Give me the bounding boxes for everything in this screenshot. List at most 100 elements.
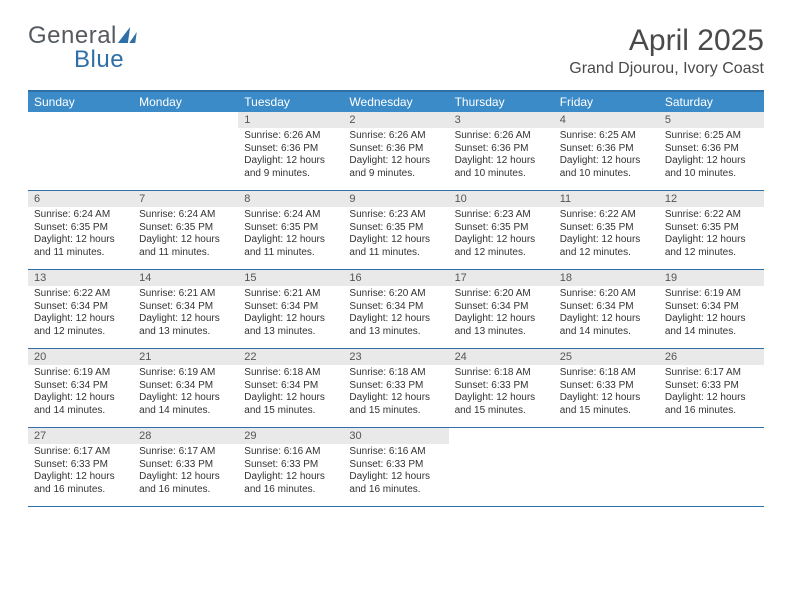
sunrise-text: Sunrise: 6:20 AM xyxy=(560,288,653,301)
calendar-cell: 6Sunrise: 6:24 AMSunset: 6:35 PMDaylight… xyxy=(28,191,133,269)
cell-body: Sunrise: 6:23 AMSunset: 6:35 PMDaylight:… xyxy=(449,207,554,263)
logo-text-left: General xyxy=(28,22,117,49)
day-number: 27 xyxy=(28,428,133,444)
calendar-cell: 1Sunrise: 6:26 AMSunset: 6:36 PMDaylight… xyxy=(238,112,343,190)
cell-body: Sunrise: 6:18 AMSunset: 6:33 PMDaylight:… xyxy=(554,365,659,421)
sunrise-text: Sunrise: 6:17 AM xyxy=(665,367,758,380)
cell-body: Sunrise: 6:17 AMSunset: 6:33 PMDaylight:… xyxy=(133,444,238,500)
sunset-text: Sunset: 6:36 PM xyxy=(349,143,442,156)
sunrise-text: Sunrise: 6:21 AM xyxy=(244,288,337,301)
daylight-text: Daylight: 12 hours and 13 minutes. xyxy=(139,313,232,338)
title-block: April 2025 Grand Djourou, Ivory Coast xyxy=(569,24,764,78)
cell-body: Sunrise: 6:21 AMSunset: 6:34 PMDaylight:… xyxy=(133,286,238,342)
daylight-text: Daylight: 12 hours and 12 minutes. xyxy=(665,234,758,259)
sunrise-text: Sunrise: 6:26 AM xyxy=(349,130,442,143)
sunset-text: Sunset: 6:33 PM xyxy=(349,380,442,393)
calendar-cell: 23Sunrise: 6:18 AMSunset: 6:33 PMDayligh… xyxy=(343,349,448,427)
sunset-text: Sunset: 6:35 PM xyxy=(455,222,548,235)
cell-body xyxy=(133,128,238,134)
cell-body: Sunrise: 6:24 AMSunset: 6:35 PMDaylight:… xyxy=(133,207,238,263)
sunrise-text: Sunrise: 6:19 AM xyxy=(139,367,232,380)
day-number xyxy=(449,428,554,444)
sunrise-text: Sunrise: 6:22 AM xyxy=(34,288,127,301)
calendar-cell: 13Sunrise: 6:22 AMSunset: 6:34 PMDayligh… xyxy=(28,270,133,348)
sunset-text: Sunset: 6:33 PM xyxy=(139,459,232,472)
sunrise-text: Sunrise: 6:16 AM xyxy=(349,446,442,459)
week-row: 27Sunrise: 6:17 AMSunset: 6:33 PMDayligh… xyxy=(28,428,764,507)
daylight-text: Daylight: 12 hours and 14 minutes. xyxy=(34,392,127,417)
sunset-text: Sunset: 6:35 PM xyxy=(34,222,127,235)
sunset-text: Sunset: 6:35 PM xyxy=(665,222,758,235)
cell-body xyxy=(28,128,133,134)
sunset-text: Sunset: 6:36 PM xyxy=(560,143,653,156)
daylight-text: Daylight: 12 hours and 13 minutes. xyxy=(455,313,548,338)
weekday-label: Monday xyxy=(133,92,238,112)
daylight-text: Daylight: 12 hours and 15 minutes. xyxy=(244,392,337,417)
sunset-text: Sunset: 6:33 PM xyxy=(665,380,758,393)
sunset-text: Sunset: 6:34 PM xyxy=(244,380,337,393)
daylight-text: Daylight: 12 hours and 14 minutes. xyxy=(665,313,758,338)
sunset-text: Sunset: 6:33 PM xyxy=(560,380,653,393)
sunset-text: Sunset: 6:34 PM xyxy=(34,301,127,314)
day-number: 18 xyxy=(554,270,659,286)
sunrise-text: Sunrise: 6:26 AM xyxy=(244,130,337,143)
location-subtitle: Grand Djourou, Ivory Coast xyxy=(569,60,764,78)
calendar-cell: 5Sunrise: 6:25 AMSunset: 6:36 PMDaylight… xyxy=(659,112,764,190)
weekday-label: Thursday xyxy=(449,92,554,112)
logo-sail-icon xyxy=(118,27,130,43)
sunrise-text: Sunrise: 6:25 AM xyxy=(665,130,758,143)
cell-body: Sunrise: 6:18 AMSunset: 6:33 PMDaylight:… xyxy=(343,365,448,421)
weekday-label: Friday xyxy=(554,92,659,112)
day-number: 12 xyxy=(659,191,764,207)
daylight-text: Daylight: 12 hours and 9 minutes. xyxy=(244,155,337,180)
calendar-cell: 3Sunrise: 6:26 AMSunset: 6:36 PMDaylight… xyxy=(449,112,554,190)
calendar-cell xyxy=(449,428,554,506)
calendar-cell: 4Sunrise: 6:25 AMSunset: 6:36 PMDaylight… xyxy=(554,112,659,190)
day-number: 30 xyxy=(343,428,448,444)
cell-body: Sunrise: 6:26 AMSunset: 6:36 PMDaylight:… xyxy=(449,128,554,184)
sunrise-text: Sunrise: 6:22 AM xyxy=(560,209,653,222)
cell-body: Sunrise: 6:19 AMSunset: 6:34 PMDaylight:… xyxy=(28,365,133,421)
cell-body: Sunrise: 6:18 AMSunset: 6:33 PMDaylight:… xyxy=(449,365,554,421)
sunset-text: Sunset: 6:35 PM xyxy=(349,222,442,235)
calendar-cell: 11Sunrise: 6:22 AMSunset: 6:35 PMDayligh… xyxy=(554,191,659,269)
weekday-header-row: Sunday Monday Tuesday Wednesday Thursday… xyxy=(28,92,764,112)
calendar-cell: 28Sunrise: 6:17 AMSunset: 6:33 PMDayligh… xyxy=(133,428,238,506)
cell-body: Sunrise: 6:26 AMSunset: 6:36 PMDaylight:… xyxy=(238,128,343,184)
calendar-cell: 10Sunrise: 6:23 AMSunset: 6:35 PMDayligh… xyxy=(449,191,554,269)
day-number: 6 xyxy=(28,191,133,207)
sunrise-text: Sunrise: 6:19 AM xyxy=(665,288,758,301)
day-number: 3 xyxy=(449,112,554,128)
calendar-cell: 12Sunrise: 6:22 AMSunset: 6:35 PMDayligh… xyxy=(659,191,764,269)
daylight-text: Daylight: 12 hours and 15 minutes. xyxy=(560,392,653,417)
day-number: 21 xyxy=(133,349,238,365)
sunrise-text: Sunrise: 6:17 AM xyxy=(34,446,127,459)
calendar-cell: 16Sunrise: 6:20 AMSunset: 6:34 PMDayligh… xyxy=(343,270,448,348)
month-title: April 2025 xyxy=(569,24,764,58)
cell-body: Sunrise: 6:16 AMSunset: 6:33 PMDaylight:… xyxy=(343,444,448,500)
day-number: 11 xyxy=(554,191,659,207)
sunrise-text: Sunrise: 6:18 AM xyxy=(349,367,442,380)
sunset-text: Sunset: 6:36 PM xyxy=(455,143,548,156)
day-number: 24 xyxy=(449,349,554,365)
calendar-cell: 21Sunrise: 6:19 AMSunset: 6:34 PMDayligh… xyxy=(133,349,238,427)
daylight-text: Daylight: 12 hours and 16 minutes. xyxy=(34,471,127,496)
day-number: 4 xyxy=(554,112,659,128)
calendar-cell: 8Sunrise: 6:24 AMSunset: 6:35 PMDaylight… xyxy=(238,191,343,269)
calendar-cell: 24Sunrise: 6:18 AMSunset: 6:33 PMDayligh… xyxy=(449,349,554,427)
day-number: 15 xyxy=(238,270,343,286)
day-number: 5 xyxy=(659,112,764,128)
cell-body: Sunrise: 6:21 AMSunset: 6:34 PMDaylight:… xyxy=(238,286,343,342)
day-number: 7 xyxy=(133,191,238,207)
week-row: 20Sunrise: 6:19 AMSunset: 6:34 PMDayligh… xyxy=(28,349,764,428)
day-number: 9 xyxy=(343,191,448,207)
cell-body: Sunrise: 6:18 AMSunset: 6:34 PMDaylight:… xyxy=(238,365,343,421)
sunrise-text: Sunrise: 6:16 AM xyxy=(244,446,337,459)
calendar: Sunday Monday Tuesday Wednesday Thursday… xyxy=(28,90,764,507)
page-header: GeneralBlue April 2025 Grand Djourou, Iv… xyxy=(28,24,764,78)
day-number: 20 xyxy=(28,349,133,365)
calendar-cell xyxy=(28,112,133,190)
sunrise-text: Sunrise: 6:24 AM xyxy=(139,209,232,222)
logo-sail-icon-2 xyxy=(129,32,137,43)
calendar-cell: 17Sunrise: 6:20 AMSunset: 6:34 PMDayligh… xyxy=(449,270,554,348)
